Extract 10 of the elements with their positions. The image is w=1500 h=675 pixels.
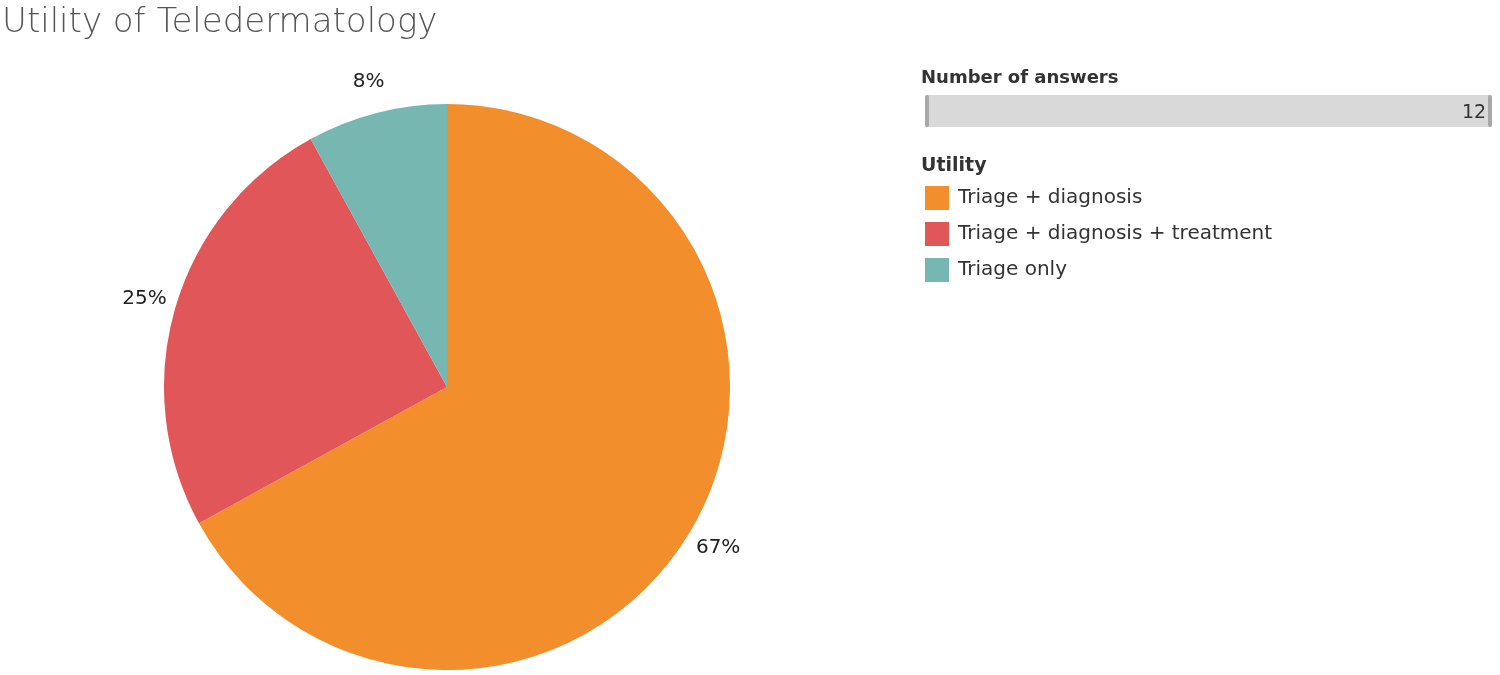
text: Number of answers — [921, 66, 1119, 87]
text: 12 — [1462, 100, 1487, 122]
legend-label: Triage + diagnosis + treatment — [957, 220, 1273, 245]
chart-title: Utility of Teledermatology — [2, 0, 438, 40]
data-label: 25% — [122, 285, 167, 310]
data-label: 8% — [352, 68, 385, 93]
legend-label: Triage + diagnosis — [957, 184, 1143, 209]
legend-title: Utility — [921, 152, 988, 175]
legend-label: Triage only — [957, 256, 1068, 281]
data-label: 67% — [695, 533, 741, 558]
